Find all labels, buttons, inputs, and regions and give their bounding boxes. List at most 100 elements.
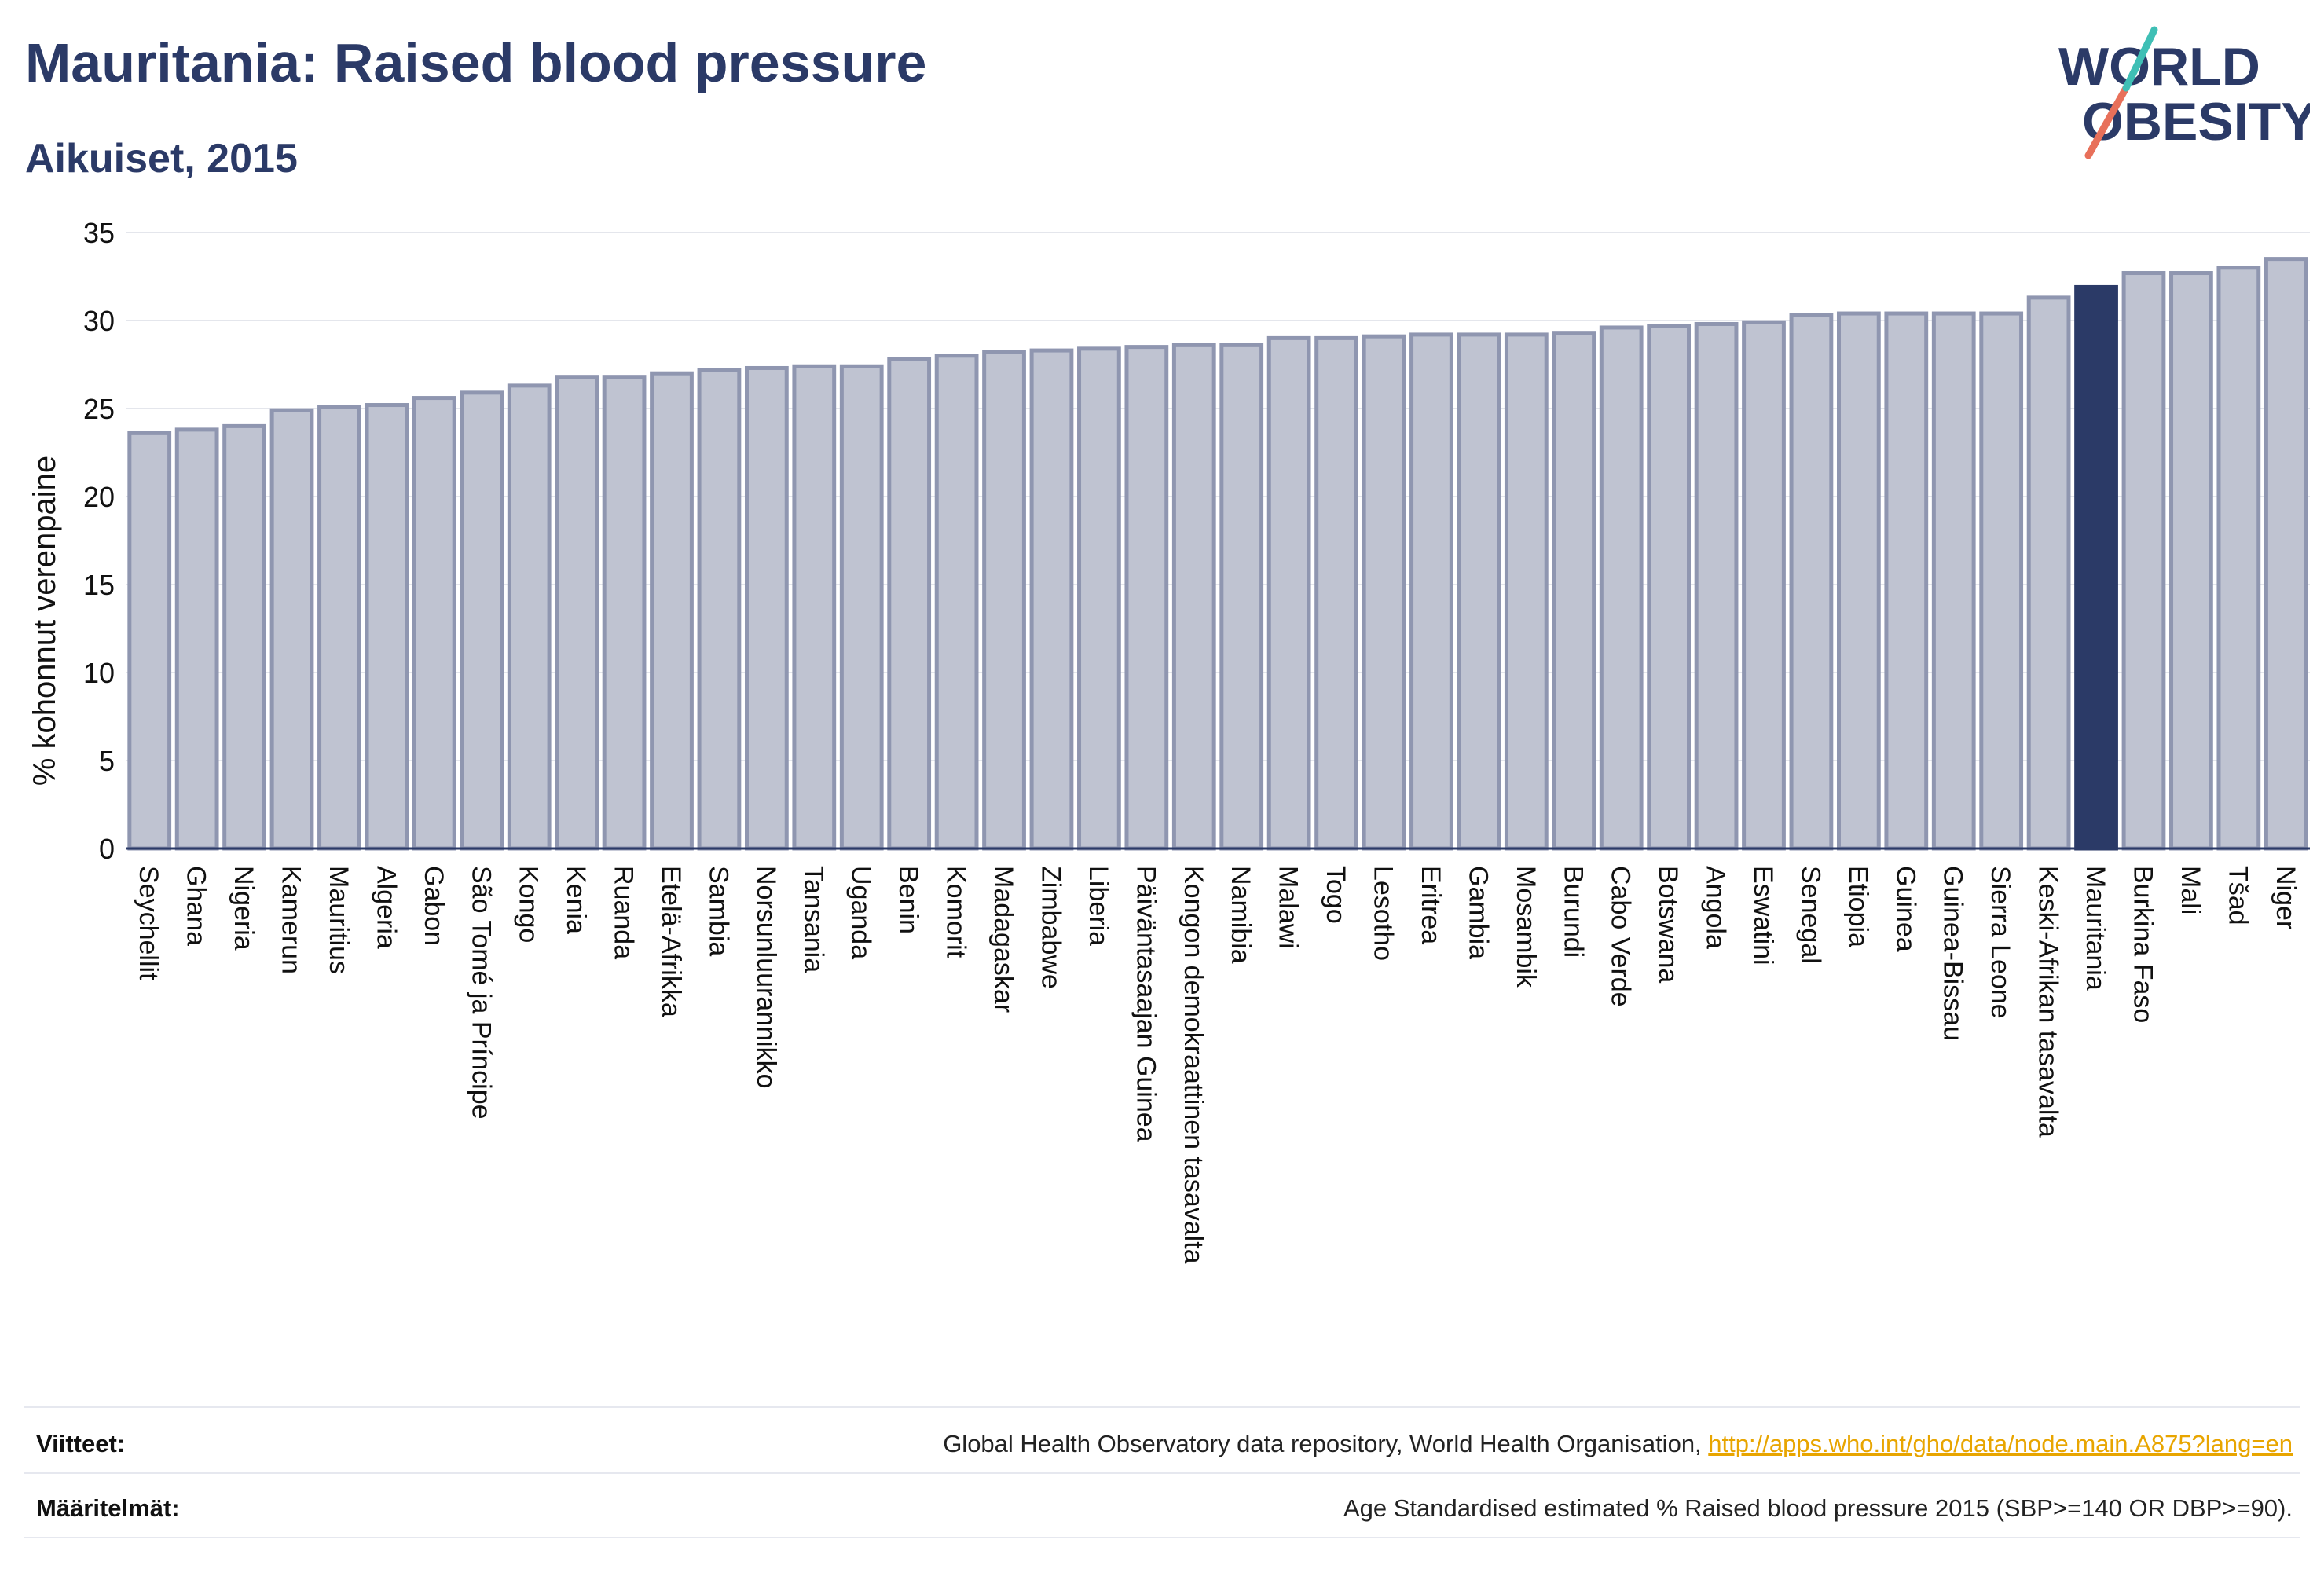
y-tick-label: 35	[83, 217, 115, 249]
x-tick-label: Seychellit	[134, 866, 163, 980]
bar	[2169, 271, 2213, 851]
bar	[1836, 311, 1881, 851]
x-tick-label: Komorit	[941, 866, 971, 958]
bar	[792, 364, 837, 851]
bar	[744, 365, 789, 851]
x-tick-label: Zimbabwe	[1036, 866, 1065, 989]
x-tick-label: Mosambik	[1511, 866, 1541, 988]
bar-highlight	[2074, 284, 2118, 851]
x-tick-label: Ruanda	[609, 866, 639, 959]
x-tick-label: Mauritius	[324, 866, 354, 974]
footer-divider-middle	[24, 1472, 2300, 1474]
bar	[1219, 343, 1264, 851]
bar	[365, 403, 409, 851]
x-tick-label: Niger	[2271, 866, 2300, 929]
x-tick-label: Guinea	[1890, 866, 1920, 952]
y-axis-label: % kohonnut verenpaine	[27, 456, 62, 786]
bar	[127, 431, 172, 851]
bar	[1266, 335, 1311, 851]
bar	[697, 368, 742, 851]
bar	[269, 408, 314, 851]
bar	[839, 364, 884, 851]
x-tick-label: Namibia	[1226, 866, 1255, 964]
x-tick-label: Togo	[1321, 866, 1351, 924]
bar	[412, 396, 456, 851]
x-tick-label: Algeria	[371, 866, 401, 949]
bar	[1599, 325, 1644, 851]
bar	[1362, 334, 1406, 851]
bar	[2264, 257, 2308, 851]
x-tick-label: Botswana	[1653, 866, 1683, 983]
y-tick-label: 20	[83, 481, 115, 513]
bar	[317, 405, 361, 851]
bar	[2121, 271, 2166, 851]
bar	[2026, 295, 2071, 851]
references-source: Global Health Observatory data repositor…	[943, 1430, 1709, 1457]
bar	[1931, 311, 1976, 851]
x-tick-label: Eswatini	[1748, 866, 1778, 966]
definitions-label: Määritelmät:	[36, 1494, 180, 1522]
bar	[1884, 311, 1929, 851]
bar	[174, 427, 219, 851]
bar	[934, 354, 979, 851]
x-tick-label: Tšad	[2223, 866, 2253, 925]
y-tick-label: 25	[83, 393, 115, 425]
references-text: Global Health Observatory data repositor…	[943, 1430, 2293, 1458]
bar	[1789, 313, 1834, 851]
x-tick-label: Malawi	[1274, 866, 1303, 949]
bar	[1409, 332, 1453, 851]
x-tick-label: Etiopia	[1843, 866, 1873, 947]
y-tick-label: 30	[83, 305, 115, 337]
page-title: Mauritania: Raised blood pressure	[25, 32, 927, 93]
x-tick-label: Cabo Verde	[1606, 866, 1636, 1007]
references-label: Viitteet:	[36, 1430, 126, 1457]
y-tick-label: 10	[83, 657, 115, 689]
x-tick-label: Guinea-Bissau	[1938, 866, 1968, 1041]
x-tick-label: Liberia	[1083, 866, 1113, 946]
x-tick-label: Angola	[1701, 866, 1731, 949]
x-tick-label: Mali	[2176, 866, 2205, 914]
x-tick-label: Norsunluurannikko	[751, 866, 781, 1089]
svg-text:WORLD: WORLD	[2058, 37, 2260, 97]
x-tick-label: Kenia	[561, 866, 591, 934]
bar	[602, 375, 647, 851]
bar	[1979, 311, 2024, 851]
bar	[507, 383, 552, 851]
bar	[1552, 331, 1596, 851]
x-tick-label: Gambia	[1463, 866, 1493, 959]
bar	[1504, 332, 1549, 851]
x-tick-label: Sambia	[703, 866, 733, 956]
x-tick-label: Kongon demokraattinen tasavalta	[1178, 866, 1208, 1264]
world-obesity-logo: WORLD OBESITY	[2058, 26, 2310, 159]
footer-divider-bottom	[24, 1537, 2300, 1538]
bar	[982, 350, 1026, 851]
footer-divider-top	[24, 1406, 2300, 1408]
x-tick-label: São Tomé ja Príncipe	[466, 866, 496, 1120]
definitions-text: Age Standardised estimated % Raised bloo…	[1343, 1494, 2293, 1522]
y-tick-label: 0	[99, 833, 115, 865]
bar	[1029, 348, 1074, 851]
x-tick-label: Kamerun	[277, 866, 306, 974]
x-tick-label: Etelä-Afrikka	[656, 866, 686, 1017]
x-tick-label: Eritrea	[1416, 866, 1446, 944]
x-tick-label: Tansania	[798, 866, 828, 973]
bar	[1694, 321, 1739, 851]
bar	[1314, 335, 1358, 851]
x-tick-label: Nigeria	[229, 866, 258, 951]
references-link[interactable]: http://apps.who.int/gho/data/node.main.A…	[1708, 1430, 2293, 1457]
bar	[1647, 324, 1692, 851]
bar	[555, 375, 599, 851]
x-tick-label: Keski-Afrikan tasavalta	[2033, 866, 2063, 1138]
x-tick-label: Burkina Faso	[2128, 866, 2157, 1023]
bar-chart: 0 5 10 15 20 25 30 35 Seychellit Ghana Nigeria Kam…	[27, 217, 2310, 1264]
bar	[1077, 346, 1121, 851]
y-tick-label: 15	[83, 569, 115, 601]
x-tick-label: Päiväntasaajan Guinea	[1131, 866, 1160, 1142]
x-tick-label: Uganda	[846, 866, 876, 959]
x-tick-label: Ghana	[181, 866, 211, 946]
x-tick-label: Mauritania	[2080, 866, 2110, 991]
x-tick-label: Kongo	[514, 866, 544, 943]
x-tick-label: Gabon	[419, 866, 449, 946]
bar	[1457, 332, 1501, 851]
page-subtitle: Aikuiset, 2015	[25, 136, 298, 181]
